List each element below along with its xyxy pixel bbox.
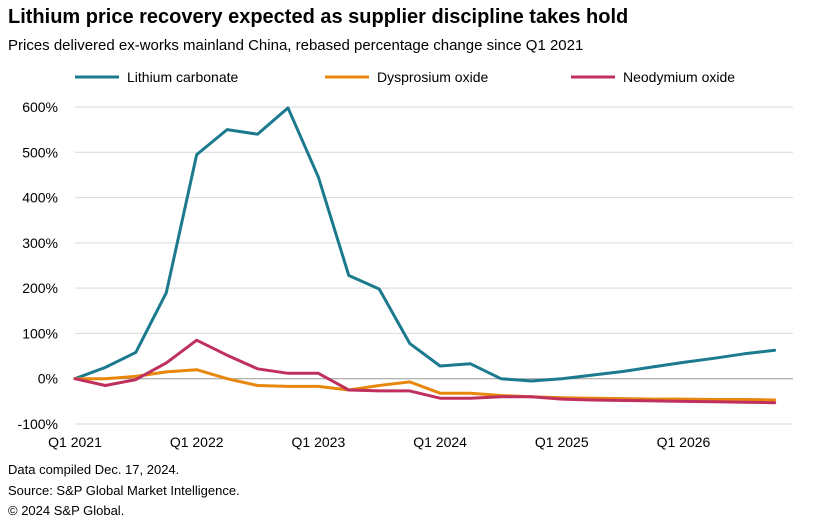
x-tick-label: Q1 2022	[170, 434, 224, 450]
y-tick-label: 500%	[22, 144, 58, 160]
y-axis-tick-labels: -100% 0% 100% 200% 300% 400% 500% 600%	[18, 99, 58, 432]
legend: Lithium carbonate Dysprosium oxide Neodymi…	[75, 69, 735, 85]
x-tick-label: Q1 2024	[413, 434, 467, 450]
chart-subtitle: Prices delivered ex-works mainland China…	[8, 37, 584, 54]
y-tick-label: 400%	[22, 190, 58, 206]
series-lines	[73, 106, 777, 405]
chart-title: Lithium price recovery expected as suppl…	[8, 6, 629, 28]
legend-label-neodymium-oxide: Neodymium oxide	[623, 69, 735, 85]
y-tick-label: 100%	[22, 325, 58, 341]
x-tick-label: Q1 2023	[292, 434, 346, 450]
footer-copyright: © 2024 S&P Global.	[8, 503, 125, 518]
gridlines	[75, 106, 793, 425]
y-tick-label: 200%	[22, 280, 58, 296]
y-tick-label: 300%	[22, 235, 58, 251]
x-tick-label: Q1 2021	[48, 434, 102, 450]
x-tick-label: Q1 2026	[657, 434, 711, 450]
y-tick-label: 600%	[22, 99, 58, 115]
series-line-lithium-carbonate	[73, 106, 777, 383]
series-line-dysprosium-oxide	[73, 368, 777, 402]
y-tick-label: 0%	[38, 371, 58, 387]
x-tick-label: Q1 2025	[535, 434, 589, 450]
footer-date-note: Data compiled Dec. 17, 2024.	[8, 462, 180, 477]
x-axis-tick-labels: Q1 2021 Q1 2022 Q1 2023 Q1 2024 Q1 2025 Q1 20…	[48, 434, 710, 450]
footer-source: Source: S&P Global Market Intelligence.	[8, 483, 240, 498]
legend-label-lithium-carbonate: Lithium carbonate	[127, 69, 239, 85]
series-line-neodymium-oxide	[73, 338, 777, 405]
legend-label-dysprosium-oxide: Dysprosium oxide	[377, 69, 488, 85]
y-tick-label: -100%	[18, 416, 58, 432]
